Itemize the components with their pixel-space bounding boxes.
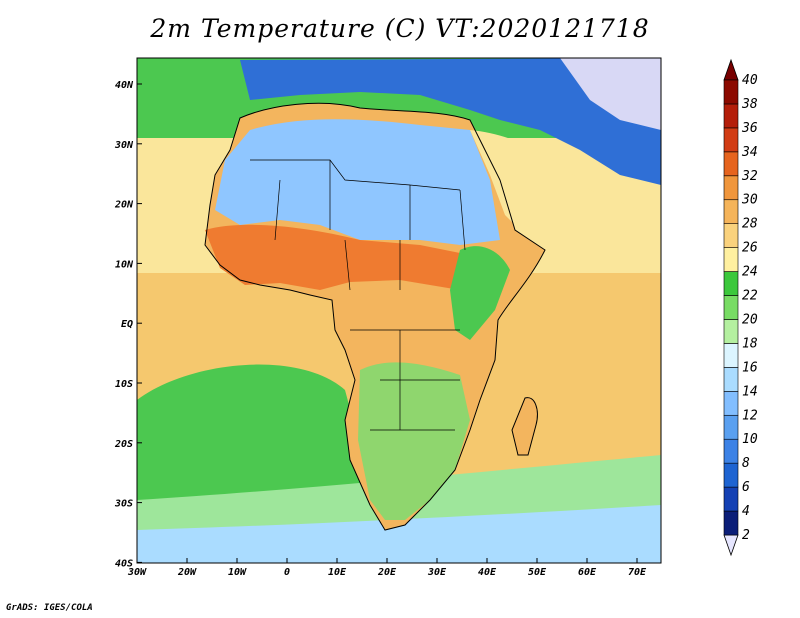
colorbar-segment <box>723 295 739 320</box>
madagascar <box>512 397 538 455</box>
colorbar-segment <box>723 151 739 177</box>
colorbar-label: 20 <box>742 312 758 327</box>
colorbar-label: 10 <box>742 432 758 447</box>
chart-title: 2m Temperature (C) VT:2020121718 <box>150 14 650 43</box>
colorbar-label: 16 <box>742 360 758 375</box>
colorbar-label: 30 <box>741 193 758 208</box>
colorbar-label: 28 <box>742 217 758 232</box>
plot-frame <box>136 57 662 564</box>
colorbar-segment <box>723 438 739 464</box>
colorbar-segment <box>723 367 739 392</box>
africa-coastline <box>204 102 546 531</box>
colorbar-label: 36 <box>741 121 758 136</box>
y-tick-label: 40S <box>115 558 133 569</box>
asia-coldest-region <box>560 58 661 130</box>
x-tick-label: 50E <box>528 567 547 578</box>
colorbar-label: 14 <box>742 384 758 399</box>
colorbar-label: 26 <box>742 241 758 256</box>
y-tick-label: 20N <box>114 200 134 211</box>
colorbar-top-triangle <box>723 58 739 81</box>
colorbar-bottom-triangle <box>723 534 739 557</box>
y-tick-label: 40N <box>115 80 134 91</box>
colorbar-segment <box>723 199 739 224</box>
y-axis: 40N 30N 20N 10N EQ 10S 20S 30S 40S <box>114 80 142 569</box>
colorbar-segment <box>723 271 739 296</box>
x-tick-label: 40E <box>478 567 497 578</box>
madagascar-coastline <box>511 397 538 456</box>
colorbar-label: 18 <box>742 336 758 351</box>
colorbar-segment <box>723 319 739 344</box>
colorbar-label: 8 <box>742 456 750 471</box>
y-tick-label: 30S <box>114 499 133 510</box>
y-tick-label: 10N <box>115 259 134 270</box>
x-tick-label: 20W <box>177 567 197 578</box>
colorbar-segment <box>723 486 739 512</box>
colorbar-label: 22 <box>742 289 758 304</box>
colorbar-label: 4 <box>742 504 750 519</box>
x-tick-label: 0 <box>284 567 290 578</box>
colorbar-segment <box>723 510 739 536</box>
colorbar-segment <box>723 391 739 416</box>
colorbar-segment <box>723 247 739 272</box>
y-tick-label: 20S <box>114 439 133 450</box>
colorbar-segment <box>723 103 739 129</box>
x-tick-label: 60E <box>578 567 597 578</box>
x-axis: 30W 20W 10W 0 10E 20E 30E 40E 50E 60E 70E <box>127 558 647 578</box>
x-tick-label: 30E <box>427 567 447 578</box>
europe-cold-region <box>240 58 661 185</box>
colorbar-segment <box>723 462 739 488</box>
y-tick-label: EQ <box>121 319 133 330</box>
colorbar-label: 38 <box>741 97 758 112</box>
sahel-hot-band <box>205 224 470 290</box>
country-borders <box>250 159 466 431</box>
y-tick-label: 10S <box>115 379 133 390</box>
colorbar-segment <box>723 223 739 248</box>
sahara-cool-region <box>215 119 500 245</box>
colorbar-segment <box>723 414 739 440</box>
colorbar-segment <box>723 127 739 153</box>
x-tick-label: 10W <box>228 567 247 578</box>
east-africa-highlands <box>450 246 510 340</box>
colorbar-label: 12 <box>742 408 758 423</box>
colorbar-label: 34 <box>741 145 758 160</box>
colorbar-label: 40 <box>742 73 758 88</box>
colorbar-label: 2 <box>742 528 750 543</box>
colorbar-segment <box>723 343 739 368</box>
map-field <box>137 58 661 563</box>
ocean-southern-cold <box>137 505 661 563</box>
colorbar-segment <box>723 79 739 105</box>
colorbar-label: 32 <box>741 169 758 184</box>
x-tick-label: 30W <box>127 567 147 578</box>
x-tick-label: 20E <box>377 567 397 578</box>
x-tick-label: 10E <box>328 567 347 578</box>
southern-africa-mix <box>358 362 470 520</box>
y-tick-label: 30N <box>114 140 134 151</box>
x-tick-label: 70E <box>628 567 647 578</box>
colorbar-label: 24 <box>742 265 758 280</box>
credit-text: GrADS: IGES/COLA <box>6 603 93 613</box>
colorbar-segment <box>723 175 739 201</box>
colorbar-label: 6 <box>742 480 750 495</box>
